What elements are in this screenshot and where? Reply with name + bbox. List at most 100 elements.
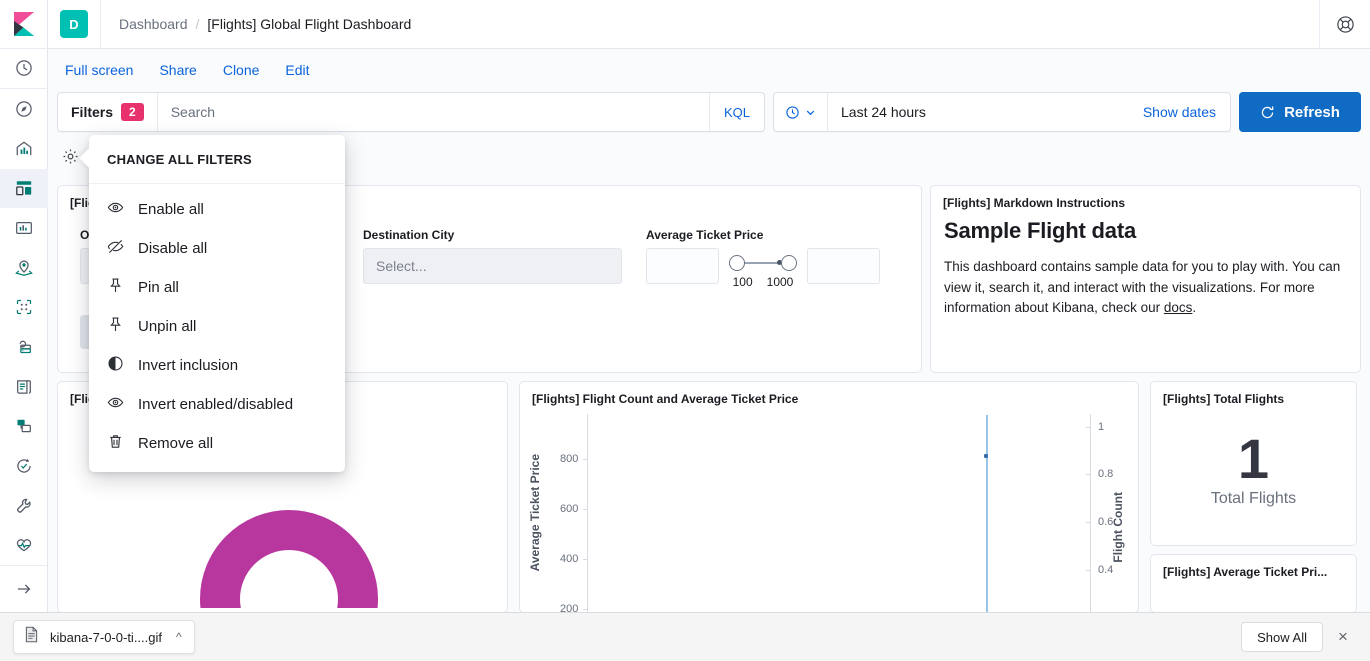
sidebar-item-visualize[interactable] xyxy=(0,129,48,169)
dashboard-action-links: Full screen Share Clone Edit xyxy=(48,49,1370,91)
kibana-logo[interactable] xyxy=(0,0,48,49)
rail-divider-bottom xyxy=(0,565,48,567)
app-header: D Dashboard / [Flights] Global Flight Da… xyxy=(48,0,1370,49)
panel-title-average-ticket-price: [Flights] Average Ticket Pri... xyxy=(1163,565,1328,579)
series-point-avg-ticket-price[interactable] xyxy=(984,454,988,458)
y-tick-right-08: 0.8 xyxy=(1098,468,1114,480)
menu-item-label: Disable all xyxy=(138,240,208,257)
y-axis-left-spine xyxy=(587,414,588,612)
y-axis-title-left: Average Ticket Price xyxy=(528,454,542,572)
y-tick-left-400: 400 xyxy=(560,553,579,565)
total-flights-metric: 1 Total Flights xyxy=(1151,410,1356,530)
chevron-down-icon xyxy=(806,110,815,115)
docs-link[interactable]: docs xyxy=(1163,300,1193,316)
download-filename: kibana-7-0-0-ti....gif xyxy=(50,629,162,645)
y-tickmark-left-800 xyxy=(583,459,588,460)
query-input-group: Filters 2 Search KQL xyxy=(57,92,765,132)
control-destination-city: Destination City Select... xyxy=(363,228,646,289)
sidebar-item-uptime[interactable] xyxy=(0,446,48,486)
panel-markdown-instructions: [Flights] Markdown Instructions Sample F… xyxy=(930,185,1361,373)
menu-item-disable-all[interactable]: Disable all xyxy=(89,229,345,268)
y-tick-left-800: 800 xyxy=(560,453,579,465)
sidebar-item-infrastructure[interactable] xyxy=(0,327,48,367)
app-avatar[interactable]: D xyxy=(60,10,88,38)
average-ticket-price-label: Average Ticket Price xyxy=(646,228,764,242)
menu-item-enable-all[interactable]: Enable all xyxy=(89,190,345,229)
refresh-button[interactable]: Refresh xyxy=(1239,92,1361,132)
y-tick-left-600: 600 xyxy=(560,503,579,515)
show-dates-button[interactable]: Show dates xyxy=(1142,104,1216,120)
eye-icon xyxy=(107,199,124,220)
y-tick-right-06: 0.6 xyxy=(1098,516,1114,528)
eye-icon xyxy=(107,394,124,415)
trash-icon xyxy=(107,433,124,454)
search-input[interactable]: Search xyxy=(170,104,216,120)
pin-icon xyxy=(107,277,124,298)
markdown-text-after: . xyxy=(1192,300,1197,316)
refresh-icon xyxy=(1261,106,1274,118)
link-share[interactable]: Share xyxy=(159,62,197,78)
menu-item-pin-all[interactable]: Pin all xyxy=(89,268,345,307)
link-clone[interactable]: Clone xyxy=(222,62,260,78)
y-tick-left-200: 200 xyxy=(560,603,579,613)
menu-item-label: Remove all xyxy=(138,435,214,452)
show-all-downloads-button[interactable]: Show All xyxy=(1241,622,1323,652)
close-icon[interactable]: × xyxy=(1338,627,1348,646)
slider-track xyxy=(729,252,797,274)
sidebar-item-dashboard[interactable] xyxy=(0,168,48,209)
rail-divider xyxy=(0,88,48,90)
breadcrumb-current: [Flights] Global Flight Dashboard xyxy=(207,16,412,32)
filters-toggle-button[interactable]: Filters 2 xyxy=(58,93,158,131)
slider-midpoint-dot xyxy=(777,259,782,265)
destination-city-select[interactable]: Select... xyxy=(363,248,622,284)
sidebar-item-recently-viewed[interactable] xyxy=(0,49,48,89)
price-min-input[interactable] xyxy=(646,248,719,284)
sidebar-item-apm[interactable] xyxy=(0,407,48,447)
series-line-flight-count xyxy=(986,415,988,612)
menu-item-remove-all[interactable]: Remove all xyxy=(89,424,345,463)
sidebar-item-logs[interactable] xyxy=(0,367,48,407)
gear-icon[interactable] xyxy=(57,143,83,169)
slider-handle-max[interactable] xyxy=(781,255,797,271)
y-tick-right-02: 0.2 xyxy=(1098,611,1113,612)
slider-handle-min[interactable] xyxy=(729,255,745,271)
control-average-ticket-price: Average Ticket Price 100 1000 xyxy=(646,228,880,289)
breadcrumb-separator: / xyxy=(195,16,200,32)
menu-item-label: Invert enabled/disabled xyxy=(138,396,294,413)
filters-label: Filters xyxy=(71,104,114,120)
rail-collapse-toggle[interactable] xyxy=(0,566,48,612)
sidebar-item-machine-learning[interactable] xyxy=(0,288,48,328)
slider-ticks: 100 1000 xyxy=(733,275,794,289)
sidebar-item-canvas[interactable] xyxy=(0,208,48,248)
total-flights-value: 1 xyxy=(1237,427,1270,491)
link-full-screen[interactable]: Full screen xyxy=(65,62,134,78)
help-circle-icon[interactable] xyxy=(1320,0,1370,49)
menu-item-unpin-all[interactable]: Unpin all xyxy=(89,307,345,346)
time-range-display[interactable]: Last 24 hours xyxy=(841,104,926,120)
link-edit[interactable]: Edit xyxy=(285,62,310,78)
sidebar-item-monitoring[interactable] xyxy=(0,526,48,566)
kql-language-button[interactable]: KQL xyxy=(708,93,764,131)
y-tickmark-left-600 xyxy=(583,509,588,510)
chevron-up-icon[interactable]: ^ xyxy=(176,630,182,644)
donut-slice[interactable] xyxy=(200,510,378,608)
price-max-input[interactable] xyxy=(807,248,880,284)
quick-select-button[interactable] xyxy=(774,93,828,131)
breadcrumb: Dashboard / [Flights] Global Flight Dash… xyxy=(119,16,411,32)
download-item[interactable]: kibana-7-0-0-ti....gif ^ xyxy=(13,620,195,654)
file-icon xyxy=(24,626,39,648)
panel-title-line-chart: [Flights] Flight Count and Average Ticke… xyxy=(532,392,799,406)
menu-item-invert-enabled-disabled[interactable]: Invert enabled/disabled xyxy=(89,385,345,424)
eye-closed-icon xyxy=(107,238,124,259)
price-range-slider[interactable]: 100 1000 xyxy=(728,248,798,289)
sidebar-item-dev-tools[interactable] xyxy=(0,486,48,526)
breadcrumb-dashboard[interactable]: Dashboard xyxy=(119,16,188,32)
markdown-body: Sample Flight data This dashboard contai… xyxy=(931,214,1360,319)
sidebar-item-discover[interactable] xyxy=(0,89,48,129)
slider-line xyxy=(738,262,786,264)
y-tickmark-right-1 xyxy=(1086,427,1091,428)
sidebar-item-maps[interactable] xyxy=(0,248,48,288)
menu-item-invert-inclusion[interactable]: Invert inclusion xyxy=(89,346,345,385)
query-bar: Filters 2 Search KQL Last 24 hours Show … xyxy=(57,92,1361,132)
panel-title-markdown: [Flights] Markdown Instructions xyxy=(943,196,1125,210)
